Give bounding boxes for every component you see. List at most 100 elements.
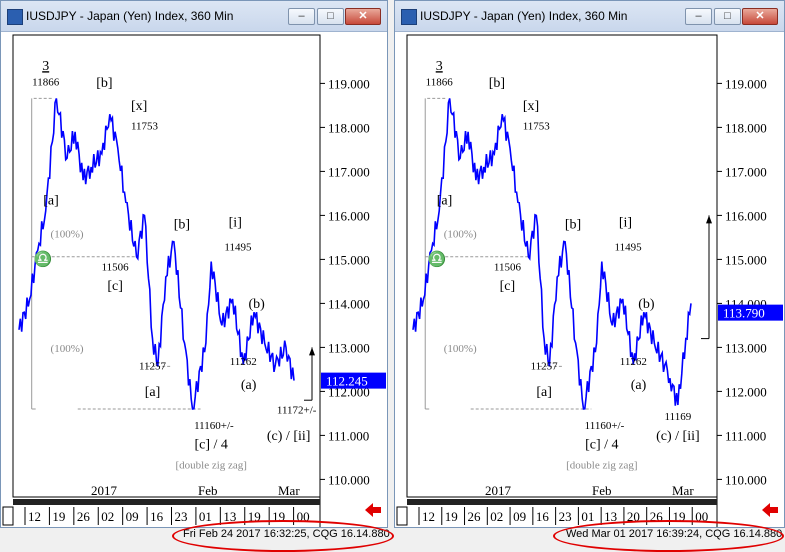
annotation-label: [a] xyxy=(43,193,59,208)
annotation-label: 11866 xyxy=(426,77,454,89)
chart-window-right[interactable]: IUSDJPY - Japan (Yen) Index, 360 Min 119… xyxy=(394,0,785,528)
x-tick-label: 26 xyxy=(468,509,482,524)
y-tick-label: 116.000 xyxy=(725,208,767,223)
maximize-button[interactable] xyxy=(317,8,344,25)
x-tick-label: 19 xyxy=(445,509,458,524)
annotation-label: (100%) xyxy=(444,343,477,355)
annotation-label: [i] xyxy=(619,215,632,230)
annotation-label: 11753 xyxy=(131,121,159,133)
y-tick-label: 119.000 xyxy=(328,76,370,91)
annotation-label: [c] / 4 xyxy=(195,438,228,453)
y-tick-label: 110.000 xyxy=(328,472,370,487)
plot-area xyxy=(12,34,321,498)
x-tick-label: 09 xyxy=(126,509,139,524)
x-period-label: 2017 xyxy=(485,483,512,498)
annotation-label: (c) / [ii] xyxy=(656,429,700,444)
annotation-label: [i] xyxy=(229,215,242,230)
target-arrow-head xyxy=(309,347,315,356)
y-tick-label: 111.000 xyxy=(725,428,766,443)
x-tick-label: 23 xyxy=(559,509,572,524)
annotation-label: [a] xyxy=(437,193,453,208)
current-price-tag xyxy=(321,372,386,389)
annotation-label: 11495 xyxy=(224,242,252,254)
annotation-label: [b] xyxy=(174,218,190,233)
scroll-left-button xyxy=(396,506,408,526)
y-tick-label: 119.000 xyxy=(725,76,767,91)
maximize-button[interactable] xyxy=(714,8,741,25)
annotation-label: [x] xyxy=(523,99,539,114)
annotation-label: [b] xyxy=(489,76,505,91)
highlight-oval xyxy=(172,520,394,552)
x-tick-label: 02 xyxy=(490,509,503,524)
annotation-label: (c) / [ii] xyxy=(267,429,311,444)
annotation-label: 11506 xyxy=(494,261,522,273)
annotation-label: 11257 xyxy=(531,360,559,372)
maximize-icon xyxy=(318,9,343,24)
annotation-label: (100%) xyxy=(51,228,84,240)
x-tick-label: 09 xyxy=(513,509,526,524)
annotation-label: 11257 xyxy=(139,360,167,372)
chart-window-left[interactable]: IUSDJPY - Japan (Yen) Index, 360 Min 119… xyxy=(0,0,388,528)
price-chart[interactable]: 119.000118.000117.000116.000115.000114.0… xyxy=(395,31,784,527)
x-tick-label: 12 xyxy=(422,509,435,524)
time-scrollbar xyxy=(407,499,717,505)
y-tick-label: 118.000 xyxy=(328,120,370,135)
x-tick-label: 12 xyxy=(28,509,41,524)
minimize-button[interactable] xyxy=(685,8,712,25)
x-period-label: Feb xyxy=(592,483,612,498)
minimize-button[interactable] xyxy=(288,8,315,25)
scroll-left-button xyxy=(2,506,14,526)
close-icon xyxy=(346,9,380,24)
close-icon xyxy=(743,9,777,24)
annotation-label: 3 xyxy=(42,59,49,74)
title-bar[interactable]: IUSDJPY - Japan (Yen) Index, 360 Min xyxy=(1,1,387,32)
annotation-label: 11160+/- xyxy=(585,420,625,432)
marker-icon: ♎ xyxy=(428,250,447,268)
x-tick-label: 01 xyxy=(581,509,594,524)
target-arrow-head xyxy=(706,215,712,224)
y-tick-label: 117.000 xyxy=(725,164,767,179)
annotation-label: 11172+/- xyxy=(277,404,317,416)
x-tick-label: 26 xyxy=(77,509,91,524)
annotation-label: 11262 xyxy=(620,356,647,368)
highlight-oval xyxy=(553,520,784,552)
y-tick-label: 117.000 xyxy=(328,164,370,179)
current-price-label: 113.790 xyxy=(723,306,765,321)
annotation-label: 11866 xyxy=(32,77,60,89)
close-button[interactable] xyxy=(742,8,778,25)
price-line xyxy=(412,98,692,410)
annotation-label: 11753 xyxy=(523,121,551,133)
close-button[interactable] xyxy=(345,8,381,25)
x-tick-label: 16 xyxy=(536,509,550,524)
annotation-label: [double zig zag] xyxy=(175,459,246,471)
window-title: IUSDJPY - Japan (Yen) Index, 360 Min xyxy=(26,9,234,23)
y-tick-label: 116.000 xyxy=(328,208,370,223)
annotation-label: (100%) xyxy=(444,228,477,240)
annotation-label: [a] xyxy=(536,385,552,400)
y-tick-label: 111.000 xyxy=(328,428,369,443)
marker-icon: ♎ xyxy=(34,250,53,268)
annotation-label: [c] xyxy=(500,279,516,294)
price-chart[interactable]: 119.000118.000117.000116.000115.000114.0… xyxy=(1,31,387,527)
title-bar[interactable]: IUSDJPY - Japan (Yen) Index, 360 Min xyxy=(395,1,784,32)
scroll-arrow-icon xyxy=(762,503,778,517)
annotation-label: [c] / 4 xyxy=(585,438,618,453)
annotation-label: [c] xyxy=(107,279,123,294)
annotation-label: 11169 xyxy=(665,411,692,423)
annotation-label: (100%) xyxy=(51,343,84,355)
annotation-label: 11160+/- xyxy=(194,420,234,432)
current-price-tag xyxy=(718,304,783,321)
annotation-label: (a) xyxy=(241,378,257,393)
minimize-icon xyxy=(289,9,314,24)
x-tick-label: 23 xyxy=(175,509,188,524)
y-tick-label: 110.000 xyxy=(725,472,767,487)
annotation-label: (a) xyxy=(631,378,647,393)
x-period-label: Mar xyxy=(278,483,300,498)
annotation-label: [double zig zag] xyxy=(566,459,637,471)
app-icon xyxy=(7,9,23,25)
annotation-label: 11506 xyxy=(102,261,130,273)
annotation-label: [x] xyxy=(131,99,147,114)
price-line xyxy=(18,98,295,410)
scroll-arrow-icon xyxy=(365,503,381,517)
x-tick-label: 02 xyxy=(101,509,114,524)
